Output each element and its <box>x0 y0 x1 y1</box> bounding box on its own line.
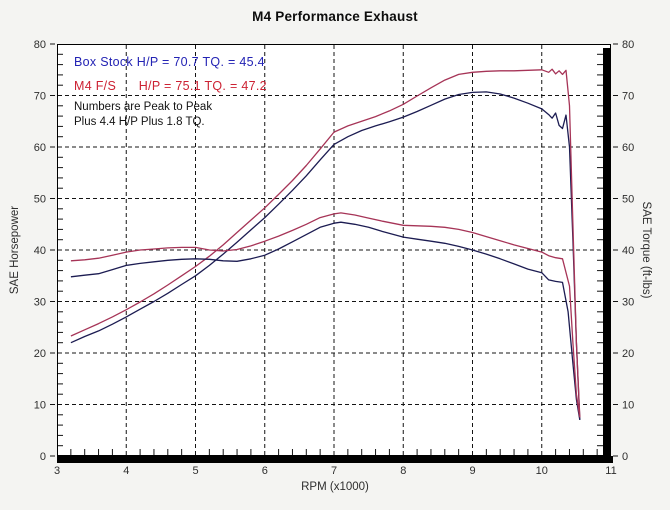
x-tick-label: 9 <box>469 465 475 477</box>
y-tick-label-left: 70 <box>34 91 46 103</box>
legend-m4: M4 F/S H/P = 75.1 TQ. = 47.2 <box>74 79 267 93</box>
y-tick-label-left: 60 <box>34 142 46 154</box>
y-tick-label-left: 0 <box>40 451 46 463</box>
y-tick-label-left: 80 <box>34 39 46 51</box>
x-axis-bar <box>57 456 613 463</box>
y-tick-label-left: 40 <box>34 245 46 257</box>
x-tick-label: 6 <box>262 465 268 477</box>
y-tick-label-left: 20 <box>34 348 46 360</box>
y-tick-label-right: 40 <box>622 245 634 257</box>
y-tick-label-right: 20 <box>622 348 634 360</box>
x-tick-label: 11 <box>605 465 616 477</box>
x-axis-label: RPM (x1000) <box>301 481 369 493</box>
x-tick-label: 8 <box>400 465 406 477</box>
note-peak-to-peak: Numbers are Peak to Peak <box>74 101 213 113</box>
y-tick-label-right: 80 <box>622 39 634 51</box>
y-axis-label-right: SAE Torque (ft-lbs) <box>640 201 652 299</box>
x-tick-label: 3 <box>54 465 60 477</box>
series-line-box-stock-tq <box>70 221 581 421</box>
series-line-box-stock-hp <box>70 91 581 420</box>
legend-box-stock: Box Stock H/P = 70.7 TQ. = 45.4 <box>74 55 265 69</box>
chart-title: M4 Performance Exhaust <box>252 9 418 24</box>
y-tick-label-left: 50 <box>34 194 46 206</box>
y-axis-label-left: SAE Horsepower <box>9 205 21 295</box>
x-tick-label: 10 <box>536 465 548 477</box>
y-tick-label-right: 30 <box>622 297 634 309</box>
x-tick-label: 4 <box>123 465 129 477</box>
y-tick-label-left: 10 <box>34 400 46 412</box>
y-tick-label-right: 10 <box>622 400 634 412</box>
series-line-m4-f-s-hp <box>70 68 581 418</box>
y-tick-label-right: 70 <box>622 91 634 103</box>
series-line-m4-f-s-tq <box>70 212 581 418</box>
y-tick-label-left: 30 <box>34 297 46 309</box>
y-tick-label-right: 0 <box>622 451 628 463</box>
y-tick-label-right: 50 <box>622 194 634 206</box>
x-tick-label: 7 <box>331 465 337 477</box>
right-axis-bar <box>603 48 611 463</box>
y-tick-label-right: 60 <box>622 142 634 154</box>
note-gains: Plus 4.4 H/P Plus 1.8 TQ. <box>74 116 205 128</box>
x-tick-label: 5 <box>192 465 198 477</box>
